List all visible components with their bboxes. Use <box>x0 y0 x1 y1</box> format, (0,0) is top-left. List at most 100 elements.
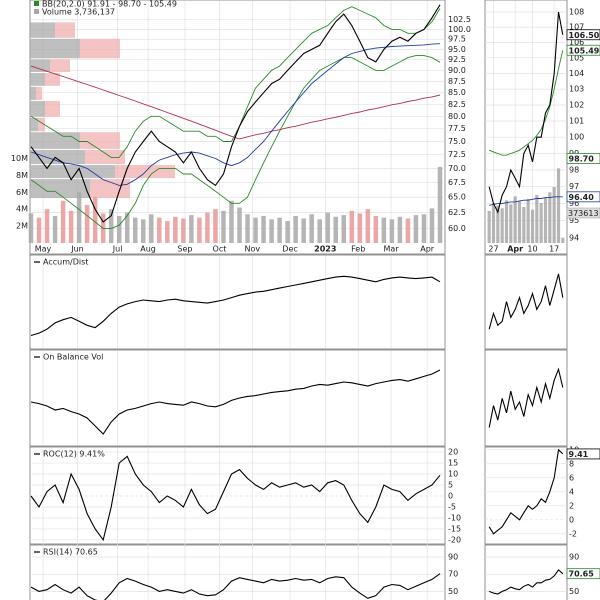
price-marker-box <box>566 568 600 580</box>
panel-title: On Balance Vol <box>43 353 103 362</box>
volume-tick-label: 8M <box>16 171 28 180</box>
vbp-up <box>30 73 45 86</box>
vbp-down <box>85 149 125 165</box>
obv-panel <box>29 349 446 447</box>
y-tick-label: -5 <box>448 502 456 511</box>
series-line <box>30 55 441 229</box>
zoom-obv-panel <box>484 349 568 447</box>
y-tick-label: 2 <box>569 501 574 510</box>
y-tick-label: 97.5 <box>448 35 466 44</box>
x-tick-label: Jun <box>70 245 84 254</box>
volume-tick-label: 6M <box>16 188 28 197</box>
y-tick-label: 6 <box>569 473 574 482</box>
volume-bar <box>413 215 419 243</box>
y-tick-label: 0 <box>448 492 453 501</box>
marks: May Jun Jul Aug Sep Oct Nov Dec 2023 Feb Mar Apr 60.… <box>11 0 600 600</box>
volume-bar <box>552 187 556 243</box>
volume-bar <box>325 212 330 243</box>
roc-panel <box>29 446 446 545</box>
volume-bar <box>165 221 170 243</box>
vbp-up <box>30 101 45 117</box>
y-tick-label: 94 <box>569 233 579 242</box>
series-line <box>489 196 563 206</box>
volume-bar <box>500 208 504 243</box>
y-tick-label: 106 <box>569 38 584 47</box>
volume-bar <box>543 197 548 243</box>
y-tick-label: 92.5 <box>448 55 466 64</box>
volume-tick-label: 2M <box>16 222 28 231</box>
legend-swatch <box>34 9 39 14</box>
x-tick-label: Aug <box>140 245 156 254</box>
y-tick-label: 50 <box>569 587 579 596</box>
volume-bar <box>60 200 66 243</box>
price-marker-box <box>566 153 600 164</box>
volume-bar <box>245 214 250 243</box>
series-line <box>30 275 441 337</box>
volume-bar <box>213 209 218 243</box>
y-tick-label: 107 <box>569 23 584 32</box>
x-tick-label: 27 <box>488 245 498 254</box>
volume-bar <box>36 217 42 243</box>
y-tick-label: 101 <box>569 116 584 125</box>
zoom-roc-panel <box>484 446 568 545</box>
volume-bar <box>389 219 395 243</box>
y-tick-label: 97 <box>569 182 579 191</box>
vbp-up <box>30 165 115 179</box>
y-tick-label: 96 <box>569 199 579 208</box>
y-tick-label: 80.0 <box>448 112 466 121</box>
y-tick-label: 60.0 <box>448 224 466 233</box>
volume-bar <box>269 219 274 243</box>
vbp-up <box>30 179 90 199</box>
price-marker-label: 106.50 <box>569 31 600 40</box>
vbp-up <box>30 38 80 59</box>
volume-bar <box>261 215 266 243</box>
vbp-up <box>30 149 85 165</box>
y-tick-label: -20 <box>448 535 461 544</box>
volume-bar <box>517 201 522 243</box>
y-tick-label: 5 <box>448 481 453 490</box>
price-marker-box <box>566 448 600 460</box>
y-tick-label: 8 <box>569 459 574 468</box>
y-tick-label: 72.5 <box>448 150 466 159</box>
ad-panel <box>29 254 446 350</box>
price-marker-label: 96.40 <box>569 193 595 202</box>
y-tick-label: 70.0 <box>448 164 466 173</box>
volume-bar <box>526 199 530 243</box>
volume-bar <box>539 203 543 243</box>
volume-bar <box>44 209 50 243</box>
vbp-up <box>30 22 55 38</box>
volume-tick-label: 10M <box>11 154 28 163</box>
volume-bar <box>522 207 526 243</box>
rsi-panel <box>29 544 446 600</box>
vbp-down <box>80 38 120 59</box>
volume-bar <box>561 238 565 243</box>
volume-bar <box>513 196 517 243</box>
volume-bar <box>365 209 371 243</box>
x-tick-label: Nov <box>245 245 261 254</box>
volume-bar <box>317 219 322 243</box>
volume-bar <box>333 216 338 243</box>
y-tick-label: 87.5 <box>448 77 466 86</box>
volume-bar <box>221 210 226 243</box>
series-line <box>30 43 441 186</box>
volume-bar <box>84 204 90 243</box>
volume-bar <box>205 212 210 243</box>
volume-bar <box>491 203 496 243</box>
y-tick-label: 95.0 <box>448 45 466 54</box>
volume-bar <box>52 215 58 243</box>
volume-bar <box>429 208 435 243</box>
panel-title: RSI(14) 70.65 <box>43 548 98 557</box>
volume-bar <box>181 218 186 243</box>
y-tick-label: 10 <box>448 470 458 479</box>
volume-bar <box>149 214 154 243</box>
vbp-down <box>50 59 70 73</box>
price-marker-label: 70.65 <box>569 570 595 579</box>
zoom-price-panel <box>484 0 568 255</box>
volume-bar <box>157 217 162 243</box>
volume-bar <box>405 218 411 243</box>
y-tick-label: 95 <box>569 216 579 225</box>
volume-bar <box>301 218 306 243</box>
value-label-box <box>566 207 600 219</box>
volume-bar <box>349 210 355 243</box>
